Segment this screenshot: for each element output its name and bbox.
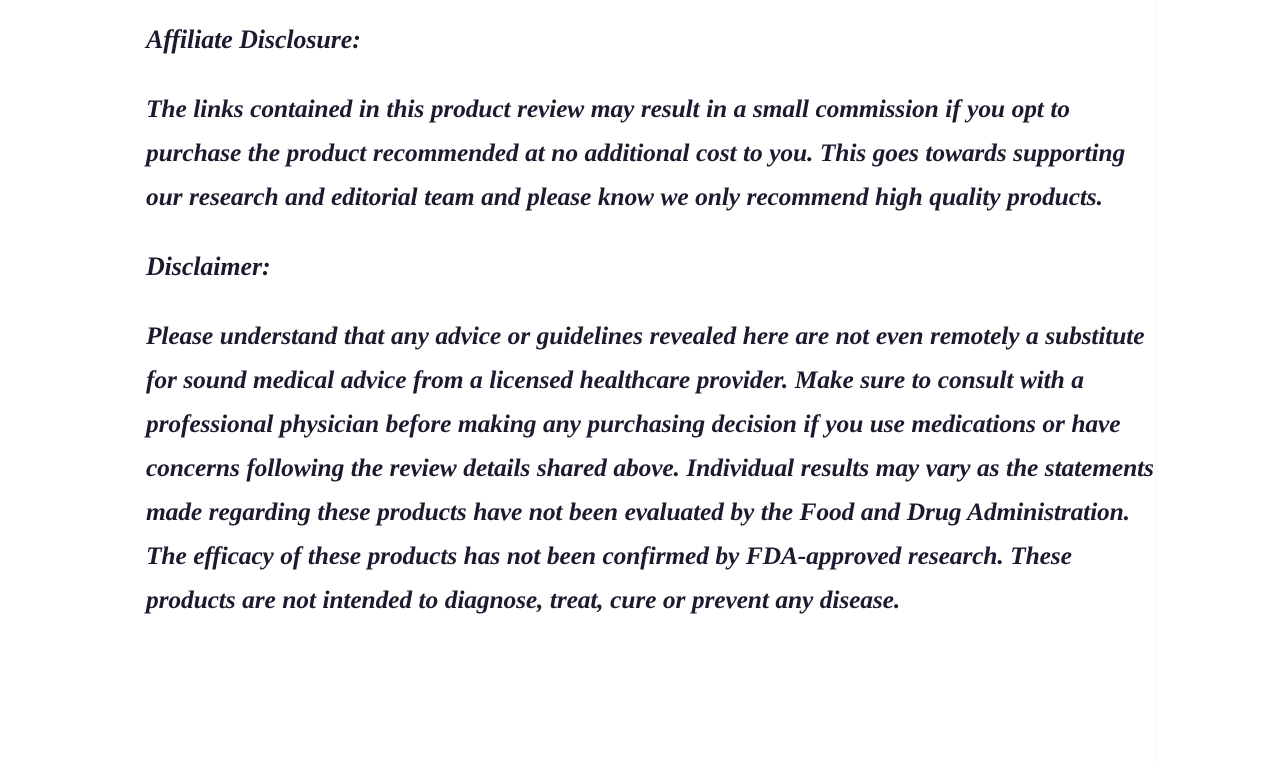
- affiliate-disclosure-text: The links contained in this product revi…: [146, 94, 1126, 211]
- disclaimer-heading: Disclaimer:: [146, 252, 271, 281]
- affiliate-disclosure-heading: Affiliate Disclosure:: [146, 25, 361, 54]
- article-body: Affiliate Disclosure: The links containe…: [146, 0, 1156, 622]
- disclaimer-text: Please understand that any advice or gui…: [146, 321, 1154, 614]
- content-container: Affiliate Disclosure: The links containe…: [146, 0, 1156, 622]
